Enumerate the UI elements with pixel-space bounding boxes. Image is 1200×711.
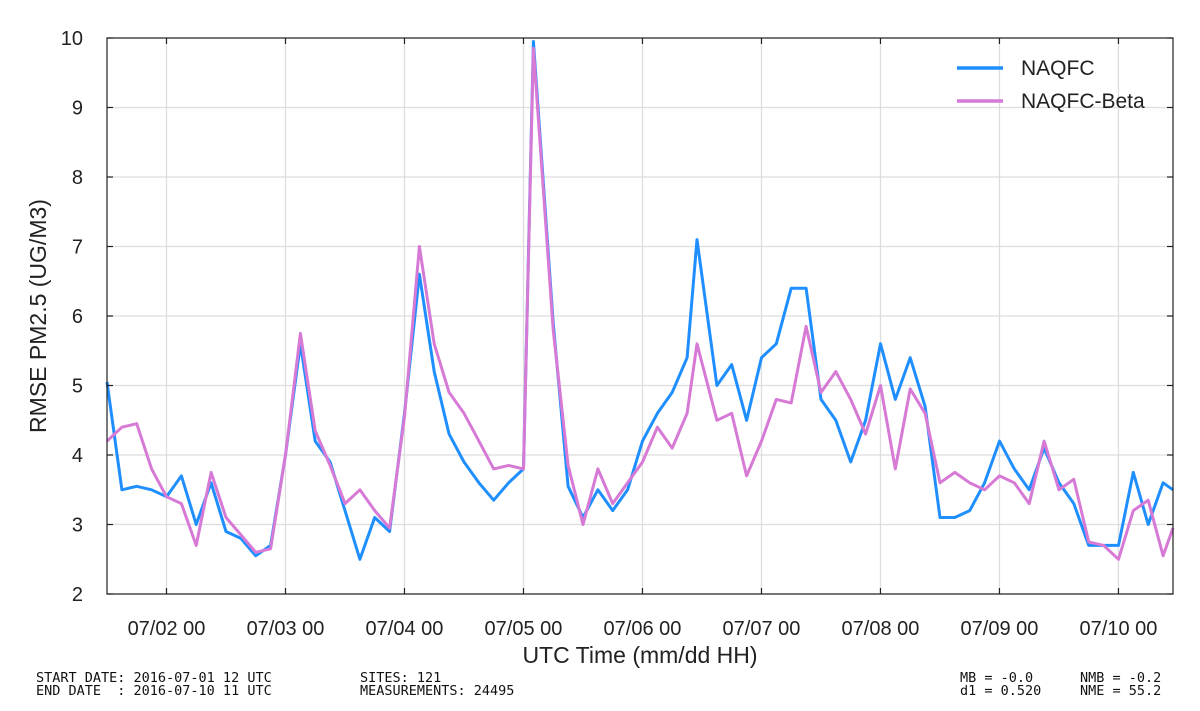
series-group	[105, 40, 1175, 561]
y-tick-label: 8	[72, 167, 83, 189]
x-tick-label: 07/10 00	[1080, 618, 1158, 640]
y-tick-label: 2	[72, 584, 83, 606]
tick-labels: 2 3 4 5 6 7 8 9 10 07/02 00 07/03 00 07/04 00 07/05 …	[61, 28, 1158, 640]
y-axis-title: RMSE PM2.5 (UG/M3)	[25, 199, 51, 433]
footer-stats-right: NMB = -0.2 NME = 55.2	[1080, 659, 1161, 711]
sites-text: SITES: 121	[360, 670, 442, 686]
y-tick-label: 7	[72, 237, 83, 259]
x-axis-title: UTC Time (mm/dd HH)	[522, 642, 757, 668]
series-line-naqfc-beta	[105, 46, 1175, 561]
y-tick-label: 9	[72, 98, 83, 120]
footer-counts: SITES: 121 MEASUREMENTS: 24495	[360, 659, 514, 711]
x-tick-label: 07/09 00	[961, 618, 1039, 640]
y-tick-label: 6	[72, 306, 83, 328]
x-tick-label: 07/07 00	[723, 618, 801, 640]
y-tick-label: 5	[72, 376, 83, 398]
grid-lines	[107, 37, 1173, 595]
legend: NAQFC NAQFC-Beta	[957, 57, 1145, 113]
legend-label: NAQFC	[1021, 57, 1095, 80]
footer-dates: START DATE: 2016-07-01 12 UTC END DATE : …	[36, 659, 272, 711]
x-tick-label: 07/06 00	[604, 618, 682, 640]
y-tick-label: 4	[72, 445, 83, 467]
end-date-text: END DATE : 2016-07-10 11 UTC	[36, 683, 272, 699]
nme-text: NME = 55.2	[1080, 683, 1162, 699]
x-tick-label: 07/04 00	[366, 618, 444, 640]
x-tick-label: 07/03 00	[247, 618, 325, 640]
footer-stats-left: MB = -0.0 d1 = 0.520	[960, 659, 1041, 711]
x-tick-label: 07/05 00	[485, 618, 563, 640]
mb-text: MB = -0.0	[960, 670, 1034, 686]
y-tick-label: 3	[72, 515, 83, 537]
y-tick-label: 10	[61, 28, 83, 50]
ticks	[107, 37, 1173, 595]
x-tick-label: 07/02 00	[128, 618, 206, 640]
x-tick-label: 07/08 00	[842, 618, 920, 640]
start-date-text: START DATE: 2016-07-01 12 UTC	[36, 670, 272, 686]
measurements-text: MEASUREMENTS: 24495	[360, 683, 515, 699]
nmb-text: NMB = -0.2	[1080, 670, 1162, 686]
legend-label: NAQFC-Beta	[1021, 90, 1145, 113]
d1-text: d1 = 0.520	[960, 683, 1042, 699]
